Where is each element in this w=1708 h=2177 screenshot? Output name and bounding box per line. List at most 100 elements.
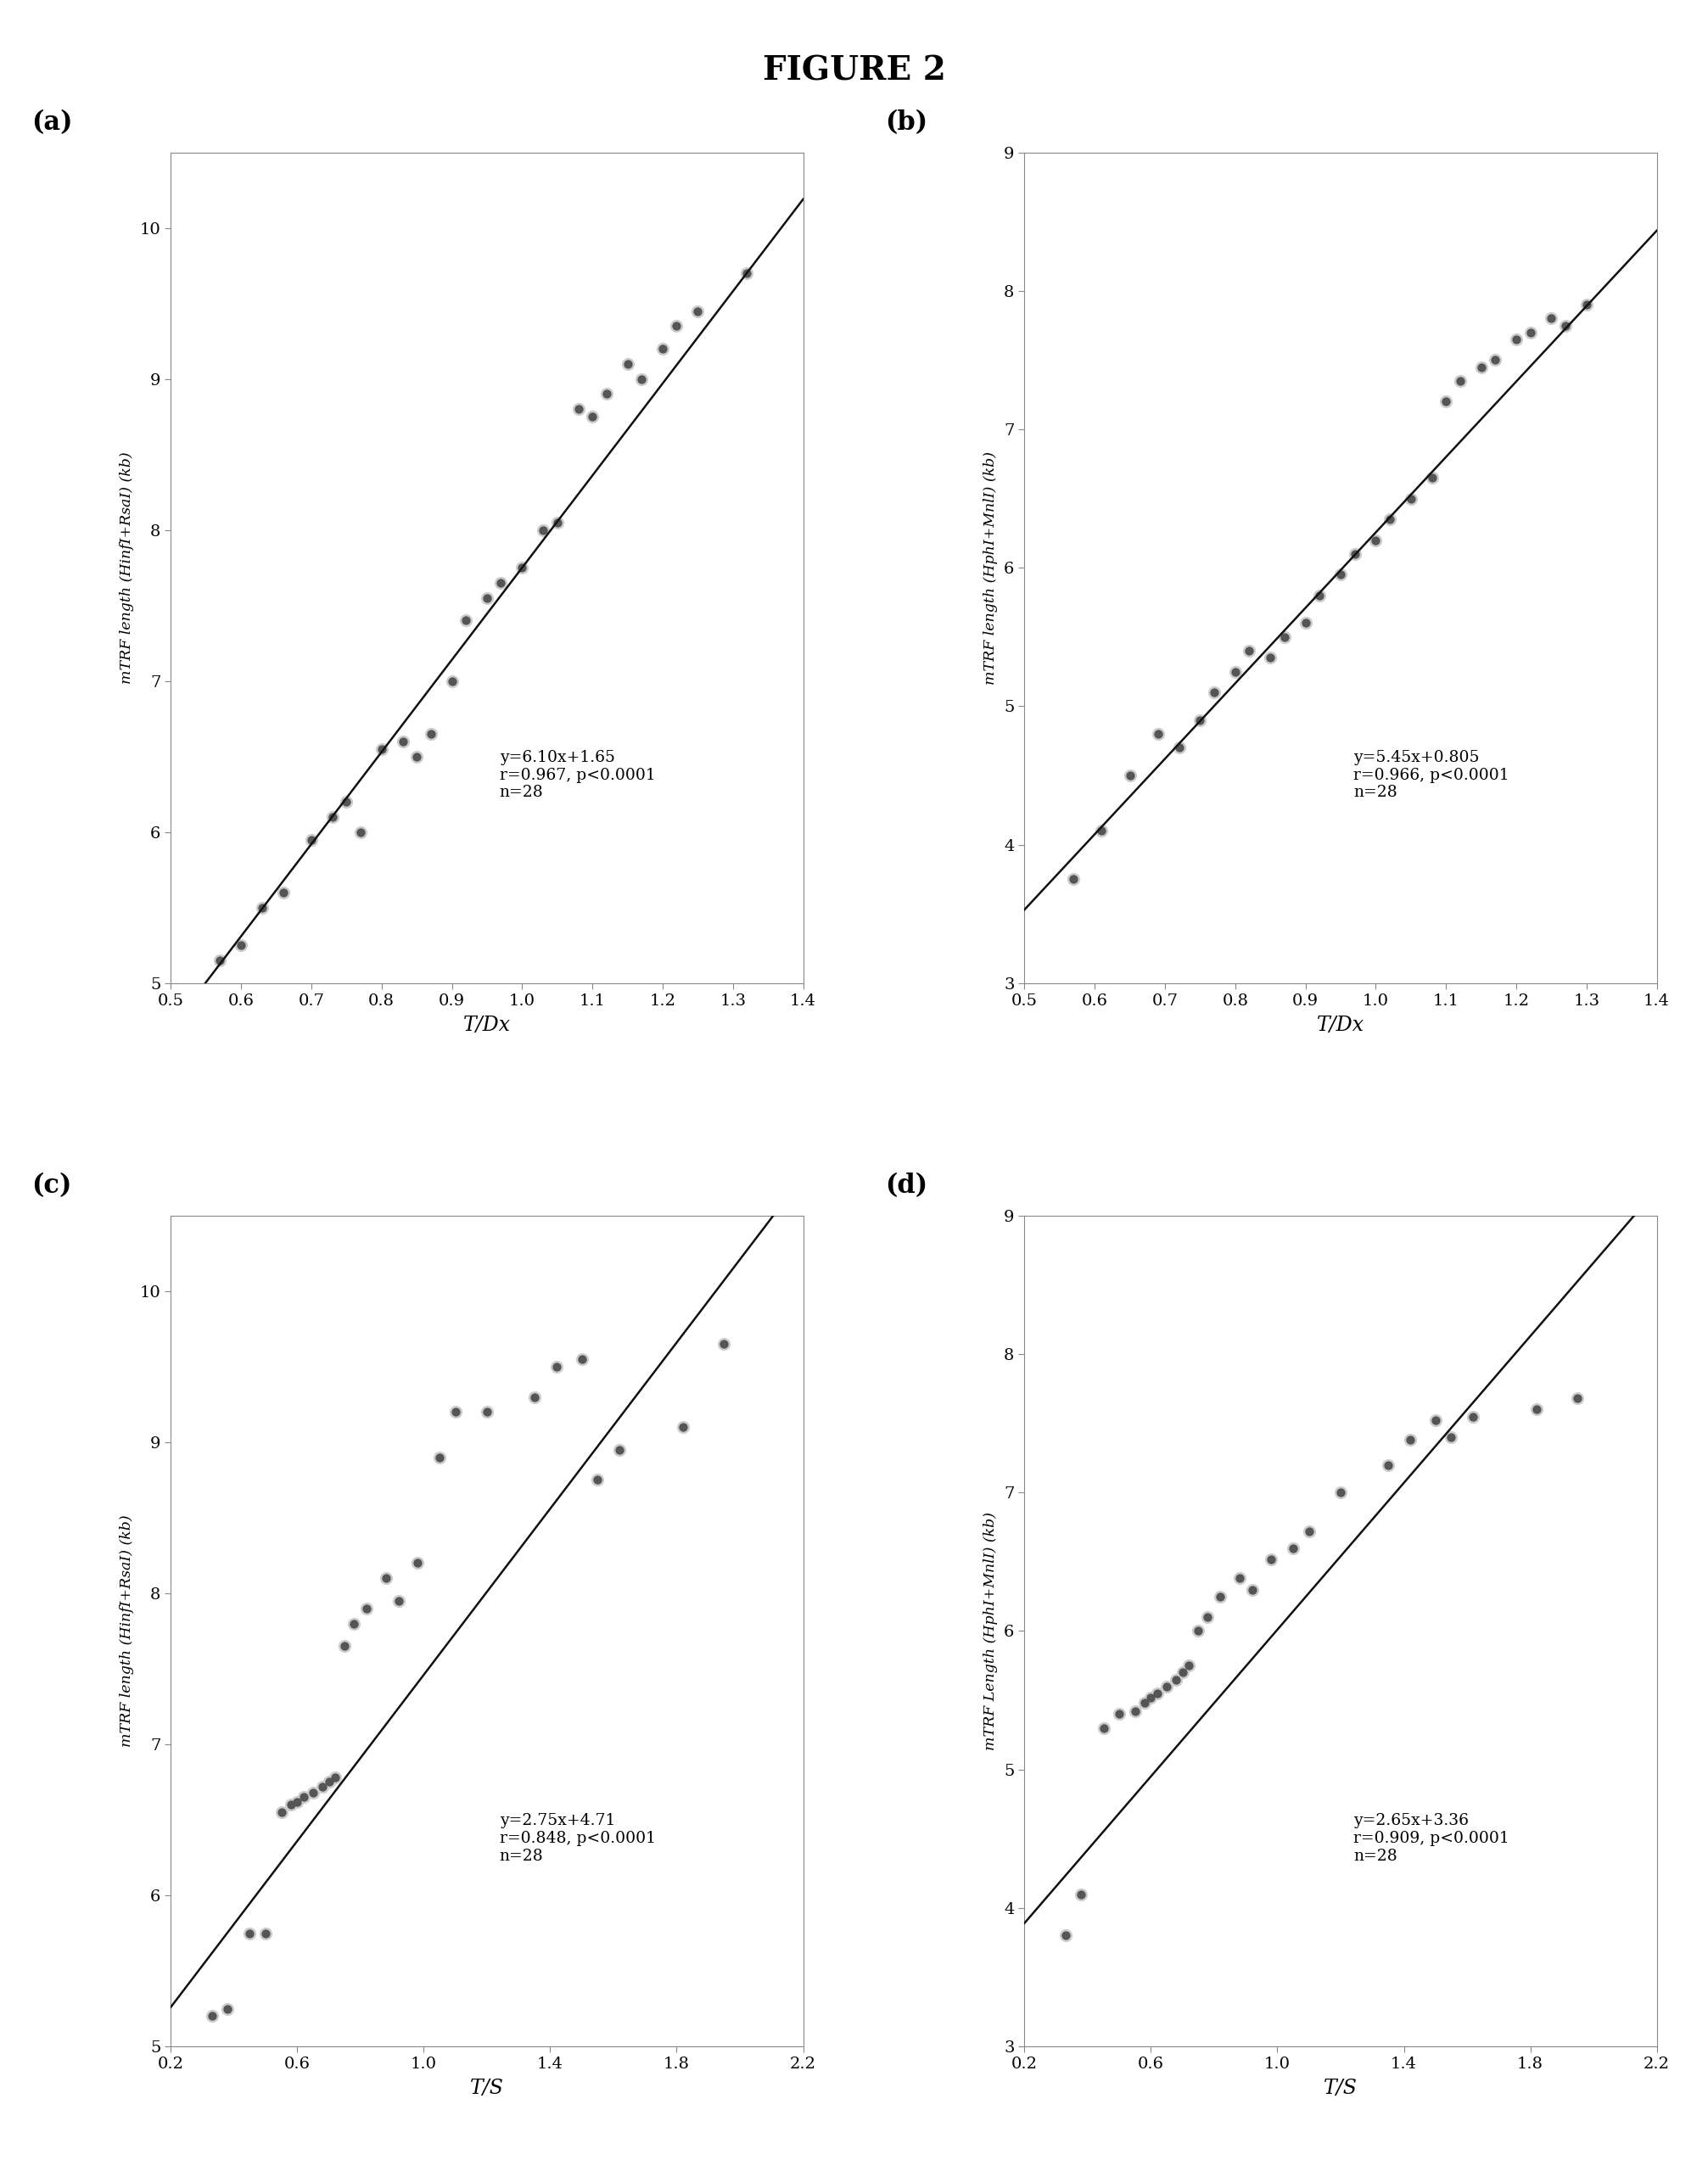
Point — [1565, 1380, 1592, 1415]
Point — [1271, 620, 1298, 655]
Point — [509, 551, 536, 586]
Point — [333, 784, 360, 819]
Point — [321, 1761, 348, 1796]
Point — [584, 1463, 611, 1498]
Point — [1090, 1711, 1117, 1746]
Text: (b): (b) — [885, 109, 927, 135]
Point — [389, 725, 417, 760]
Point — [319, 799, 347, 834]
Point — [1165, 729, 1192, 764]
Point — [543, 1350, 570, 1385]
Point — [1168, 1655, 1196, 1689]
Point — [613, 346, 640, 381]
Point — [207, 943, 234, 977]
Point — [227, 927, 254, 962]
Point — [1105, 1696, 1132, 1731]
Point — [1201, 675, 1228, 710]
Point — [663, 309, 690, 344]
Point — [207, 943, 234, 977]
Point — [372, 1561, 400, 1596]
Point — [521, 1380, 548, 1415]
Text: FIGURE 2: FIGURE 2 — [762, 54, 946, 87]
Point — [606, 1432, 634, 1467]
Y-axis label: mTRF Length (HphI+MnlI) (kb): mTRF Length (HphI+MnlI) (kb) — [984, 1511, 997, 1750]
Point — [1503, 322, 1530, 357]
Point — [316, 1766, 343, 1800]
Point — [1397, 1422, 1424, 1456]
Point — [473, 1395, 500, 1430]
Point — [214, 1992, 241, 2027]
Point — [253, 1916, 280, 1951]
X-axis label: T/S: T/S — [1324, 2079, 1358, 2099]
Point — [1115, 758, 1143, 792]
Point — [439, 664, 466, 699]
Point — [284, 1785, 311, 1820]
Point — [733, 257, 760, 292]
Point — [453, 603, 480, 638]
Point — [487, 566, 514, 601]
Point — [629, 361, 656, 396]
Point — [1144, 1676, 1172, 1711]
Point — [1307, 579, 1334, 614]
X-axis label: T/S: T/S — [470, 2079, 504, 2099]
Point — [1438, 1419, 1465, 1454]
Point — [268, 1794, 295, 1829]
Point — [584, 1463, 611, 1498]
Point — [473, 1395, 500, 1430]
Point — [1257, 640, 1284, 675]
Point — [1144, 716, 1172, 751]
Point — [1235, 634, 1262, 668]
Point — [236, 1916, 263, 1951]
Point — [347, 814, 374, 849]
Point — [442, 1395, 470, 1430]
Y-axis label: mTRF length (HinfI+RsaI) (kb): mTRF length (HinfI+RsaI) (kb) — [120, 1515, 133, 1748]
Point — [593, 377, 620, 411]
Text: y=2.75x+4.71
r=0.848, p<0.0001
n=28: y=2.75x+4.71 r=0.848, p<0.0001 n=28 — [500, 1813, 656, 1864]
Point — [733, 257, 760, 292]
Point — [1208, 1578, 1235, 1613]
Point — [473, 581, 500, 616]
Point — [1153, 1670, 1180, 1705]
Point — [1375, 1448, 1402, 1483]
Text: y=6.10x+1.65
r=0.967, p<0.0001
n=28: y=6.10x+1.65 r=0.967, p<0.0001 n=28 — [500, 749, 656, 801]
Point — [1327, 557, 1354, 592]
Point — [1194, 1600, 1221, 1635]
Point — [1553, 307, 1580, 342]
Point — [1565, 1380, 1592, 1415]
Point — [331, 1628, 359, 1663]
Point — [384, 1583, 412, 1618]
Point — [442, 1395, 470, 1430]
Point — [290, 1781, 318, 1816]
Point — [1307, 579, 1334, 614]
Point — [248, 890, 275, 925]
Point — [340, 1607, 367, 1641]
Point — [543, 1350, 570, 1385]
Point — [1421, 1404, 1448, 1439]
Point — [613, 346, 640, 381]
Point — [1061, 862, 1088, 897]
Point — [565, 392, 593, 427]
Point — [1122, 1694, 1149, 1729]
Point — [1361, 522, 1389, 557]
Point — [685, 294, 712, 329]
Point — [1291, 605, 1319, 640]
Point — [425, 1439, 453, 1474]
Point — [649, 331, 676, 366]
Point — [1481, 342, 1508, 377]
Point — [1481, 342, 1508, 377]
Point — [248, 890, 275, 925]
Point — [473, 581, 500, 616]
Point — [1460, 1400, 1488, 1435]
Point — [1052, 1918, 1079, 1953]
Point — [299, 1774, 326, 1809]
Point — [270, 875, 297, 910]
Point — [453, 603, 480, 638]
Point — [1573, 287, 1600, 322]
Point — [1467, 350, 1494, 385]
Point — [1201, 675, 1228, 710]
Point — [1068, 1877, 1095, 1911]
Point — [309, 1770, 336, 1805]
Point — [236, 1916, 263, 1951]
X-axis label: T/Dx: T/Dx — [463, 1014, 511, 1034]
Point — [543, 505, 570, 540]
